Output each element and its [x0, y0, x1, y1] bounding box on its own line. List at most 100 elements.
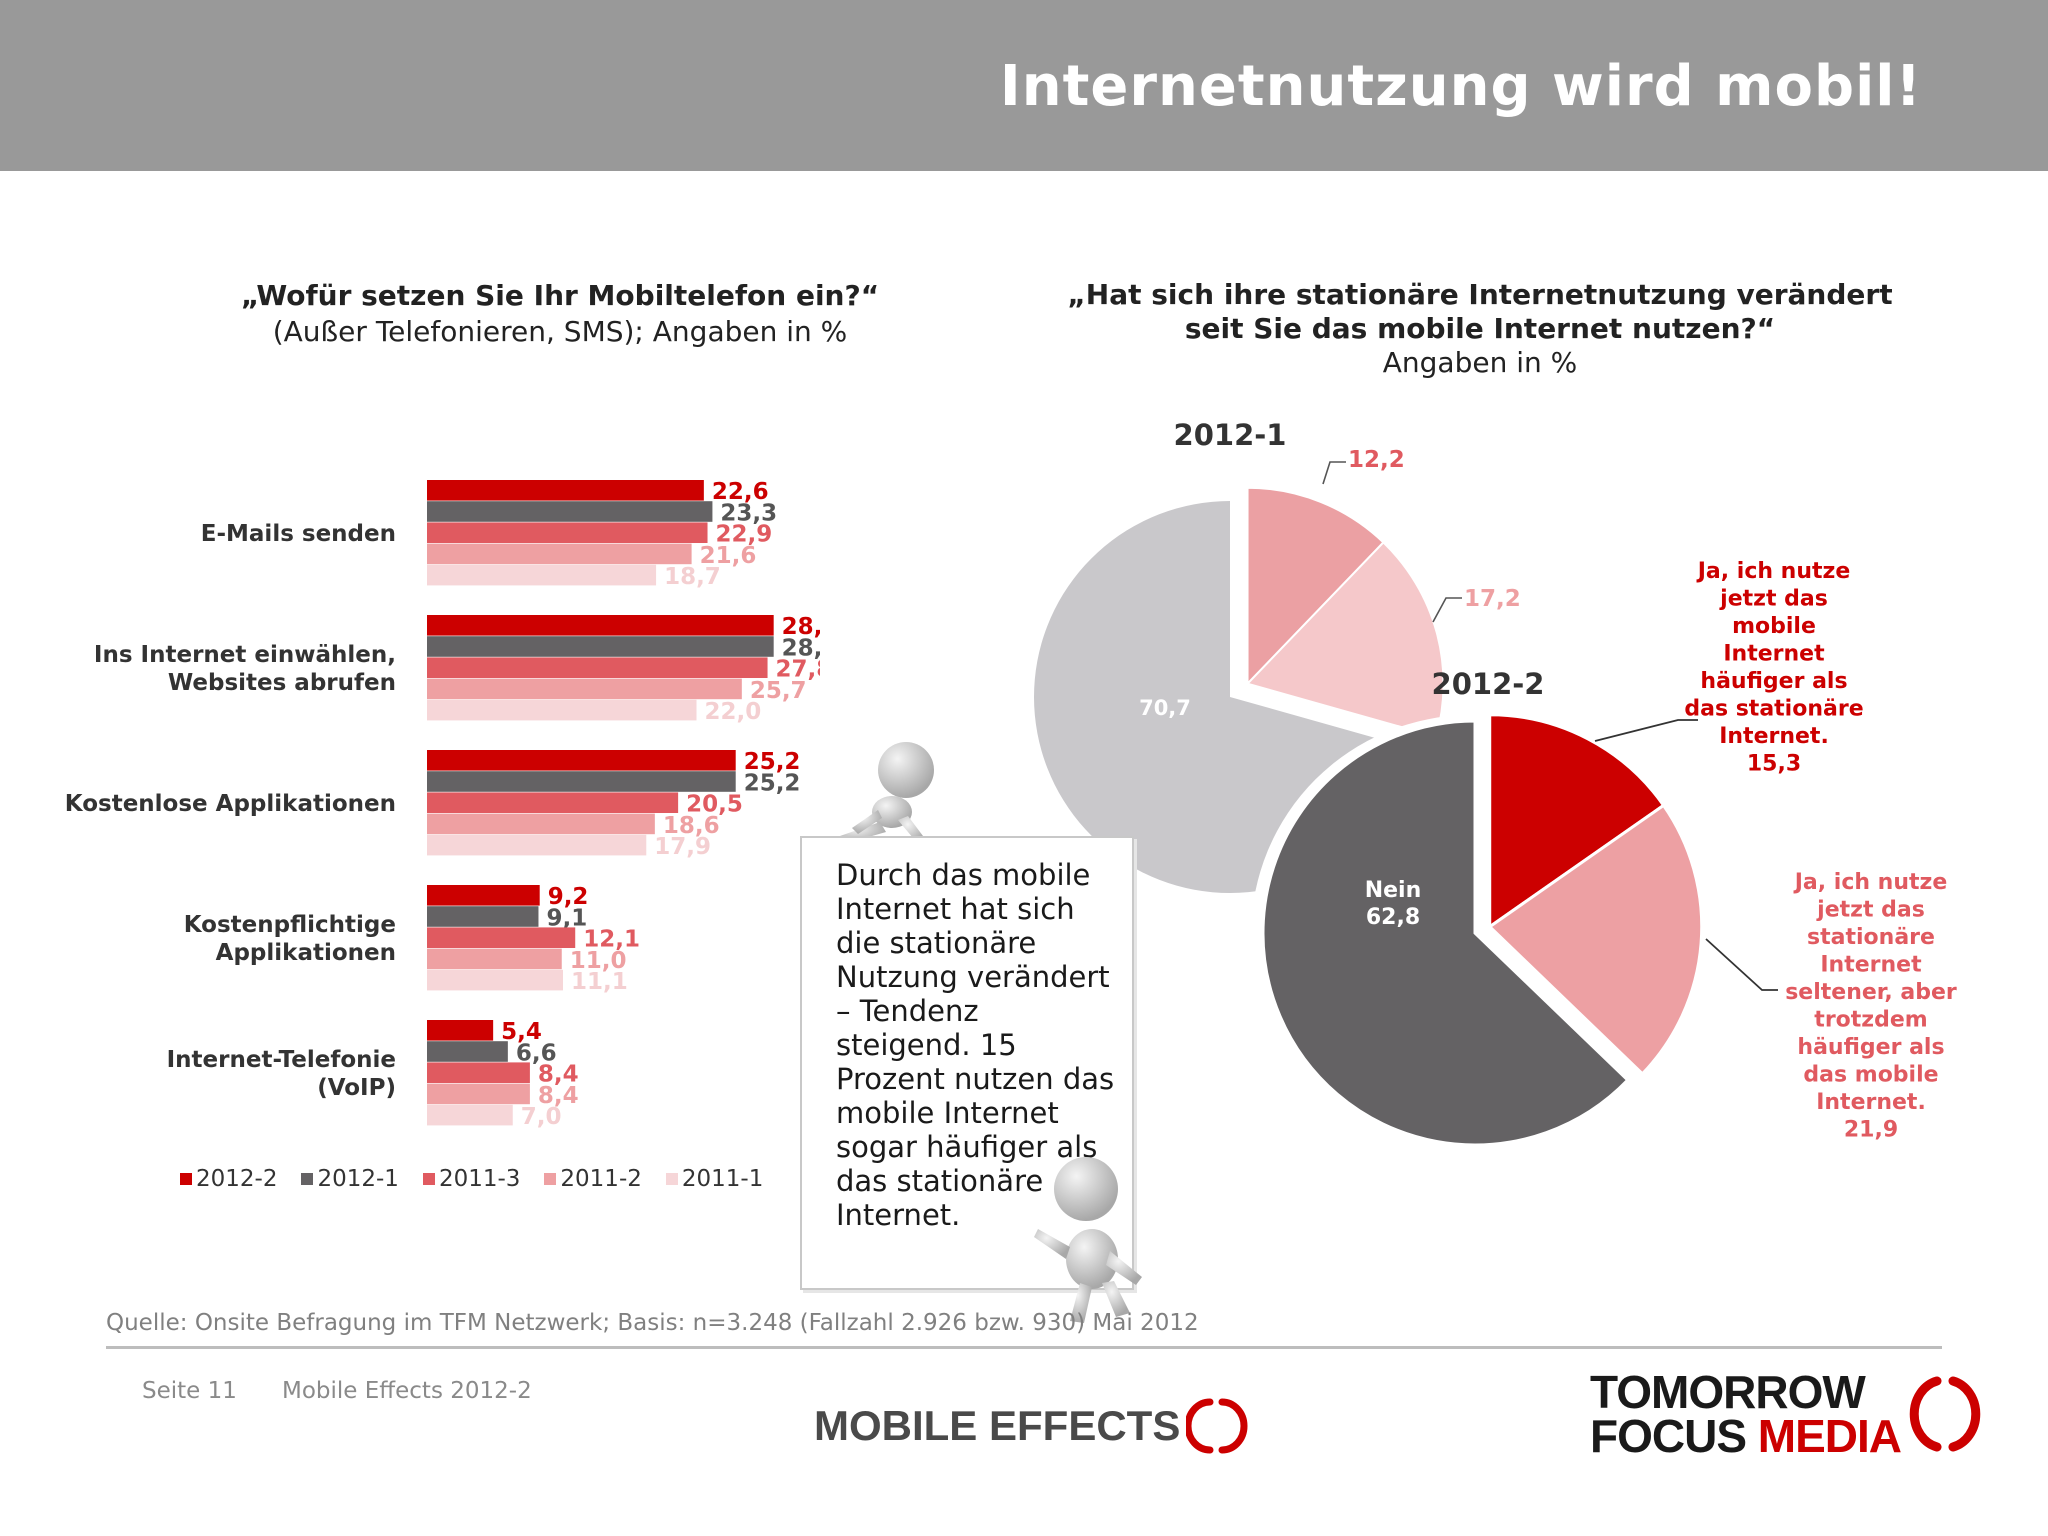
right-question-line2: seit Sie das mobile Internet nutzen?“	[1184, 312, 1776, 345]
category-label: E-Mails senden	[201, 521, 396, 547]
bar-value-label: 7,0	[521, 1104, 562, 1130]
legend-swatch	[422, 1173, 435, 1185]
pie-callout-label: 15,3	[1747, 752, 1801, 777]
note-line: steigend. 15	[836, 1028, 1017, 1062]
left-question-line2: (Außer Telefonieren, SMS); Angaben in %	[272, 315, 848, 348]
category-label: Internet-Telefonie	[167, 1047, 396, 1073]
bar-value-label: 22,9	[716, 522, 773, 548]
category-label: Websites abrufen	[168, 670, 396, 696]
leader-line	[1705, 938, 1778, 991]
pie-slice	[1488, 713, 1666, 930]
bar	[427, 813, 655, 835]
note-line: Prozent nutzen das	[836, 1062, 1115, 1096]
pie-title: 2012-2	[1432, 667, 1545, 701]
note-line: Internet.	[836, 1198, 961, 1232]
pie-callout-label: seltener, aber	[1785, 980, 1957, 1005]
bar	[427, 678, 742, 700]
note-box	[800, 836, 1134, 1290]
bar-value-label: 22,0	[705, 699, 762, 725]
pie-callout-label: jetzt das	[1816, 898, 1925, 923]
bar	[427, 522, 708, 543]
mobile-effects-logo-text: MOBILE EFFECTS	[814, 1402, 1181, 1449]
pie-callout-label: Ja, ich nutze	[1696, 559, 1851, 584]
bar-value-label: 11,1	[571, 969, 628, 995]
note-line: das stationäre	[836, 1164, 1044, 1198]
bar-value-label: 5,4	[501, 1019, 542, 1045]
pie-value-label: 70,7	[1139, 696, 1191, 720]
legend-item: 2011-2	[544, 1166, 642, 1192]
bar	[427, 564, 657, 586]
category-label: Ins Internet einwählen,	[94, 642, 396, 668]
legend-swatch	[301, 1173, 314, 1185]
note-line: Nutzung verändert	[836, 960, 1110, 994]
pie-title: 2012-1	[1174, 418, 1287, 452]
right-question-line3: Angaben in %	[1382, 346, 1578, 379]
tomorrow-focus-media-logo: TOMORROW FOCUS MEDIA	[1590, 1369, 1987, 1459]
right-question: „Hat sich ihre stationäre Internetnutzun…	[1010, 278, 1950, 380]
bar-value-label: 28,3	[782, 635, 820, 661]
bar	[427, 615, 774, 636]
bar	[427, 771, 736, 792]
legend-swatch	[180, 1173, 192, 1185]
pie-callout-label: stationäre	[1807, 925, 1935, 950]
source-note: Quelle: Onsite Befragung im TFM Netzwerk…	[106, 1310, 1199, 1336]
note-line: – Tendenz	[836, 994, 979, 1028]
bar-value-label: 11,0	[570, 948, 627, 974]
bar	[427, 927, 576, 948]
note-line: Durch das mobile	[836, 858, 1091, 892]
bar-value-label: 18,7	[664, 564, 721, 590]
category-label: Applikationen	[216, 940, 396, 966]
legend-item: 2011-3	[422, 1166, 521, 1192]
bar-value-label: 23,3	[720, 500, 777, 526]
legend-label: 2011-1	[681, 1166, 764, 1192]
bar	[427, 657, 768, 678]
bar-value-label: 25,2	[744, 770, 801, 796]
note-line: die stationäre	[836, 926, 1037, 960]
bar-value-label: 12,1	[583, 927, 640, 953]
pie-callout-label: das stationäre	[1684, 697, 1863, 722]
bar	[427, 1041, 508, 1062]
bracket-logo-icon	[1186, 1398, 1248, 1454]
figure-sitting-illustration	[840, 742, 934, 844]
left-question: „Wofür setzen Sie Ihr Mobiltelefon ein?“…	[130, 278, 990, 350]
legend-label: 2011-3	[438, 1166, 521, 1192]
bar-value-label: 28,3	[782, 614, 820, 640]
tfm-logo-media: MEDIA	[1757, 1410, 1902, 1462]
bar-value-label: 25,7	[750, 678, 807, 704]
bar-value-label: 27,8	[776, 657, 820, 683]
page-title: Internetnutzung wird mobil!	[999, 54, 1922, 119]
bar	[427, 750, 736, 771]
pie-callout-label: jetzt das	[1719, 587, 1828, 612]
pie-callout-label: das mobile	[1803, 1063, 1938, 1088]
bar	[427, 1062, 530, 1083]
legend-label: 2011-2	[560, 1166, 642, 1192]
pie-value-label: 12,2	[1348, 447, 1405, 473]
bar-value-label: 9,1	[546, 905, 587, 931]
bar-value-label: 8,4	[538, 1062, 579, 1088]
bar-value-label: 21,6	[700, 543, 757, 569]
report-name: Mobile Effects 2012-2	[282, 1378, 532, 1404]
note-line: mobile Internet	[836, 1096, 1059, 1130]
bar-value-label: 22,6	[712, 479, 769, 505]
bar-value-label: 18,6	[663, 813, 720, 839]
note-line: Internet hat sich	[836, 892, 1075, 926]
pie-slice	[1245, 541, 1445, 739]
pie-slice-label: Nein	[1365, 878, 1422, 903]
bar	[427, 543, 692, 565]
legend-swatch	[665, 1173, 678, 1185]
category-label: (VoIP)	[317, 1075, 396, 1101]
leader-line	[1594, 719, 1698, 742]
legend-item: 2012-2	[180, 1166, 277, 1192]
note-line: sogar häufiger als	[836, 1130, 1098, 1164]
bar	[427, 948, 562, 970]
bar	[427, 1083, 530, 1105]
pie-value-label: 62,8	[1366, 905, 1420, 930]
bar	[427, 699, 697, 721]
leader-line	[1432, 597, 1462, 623]
legend-label: 2012-2	[196, 1166, 278, 1192]
leader-line	[1322, 461, 1346, 485]
legend-item: 2012-1	[301, 1166, 399, 1192]
bar	[427, 792, 679, 813]
pie-callout-label: trotzdem	[1814, 1008, 1927, 1033]
bar-chart-legend: 2012-2 2012-1 2011-3 2011-2 2011-1	[180, 1166, 763, 1192]
